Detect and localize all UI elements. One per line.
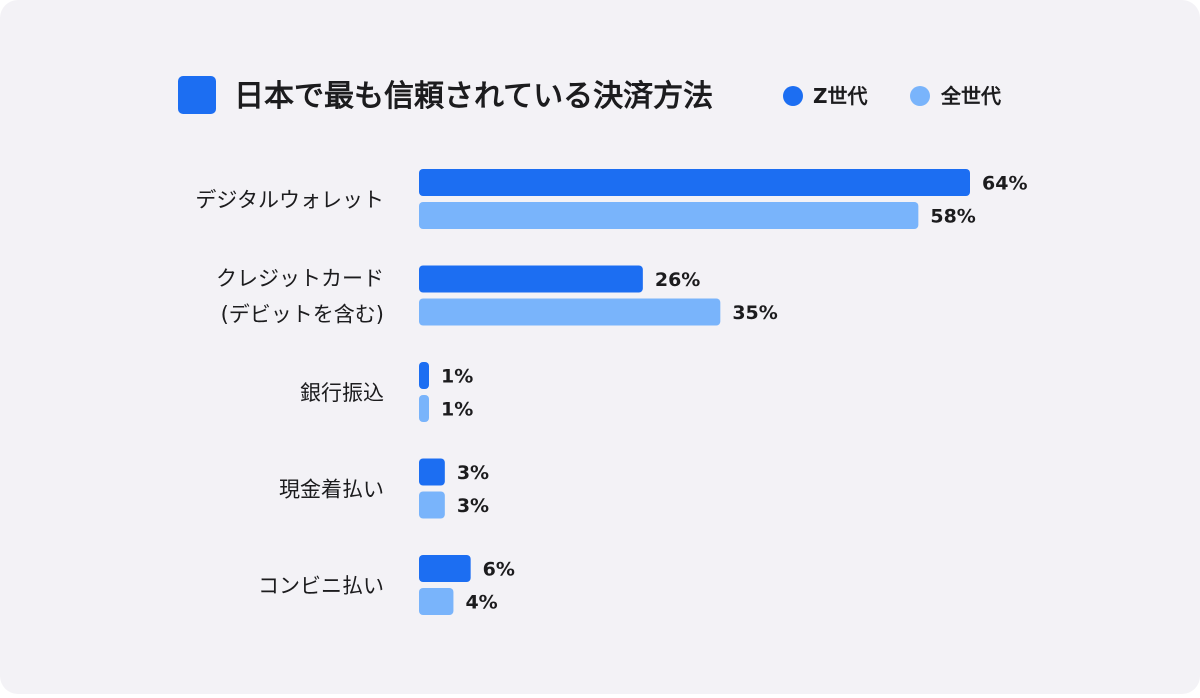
plot-area: デジタルウォレット 64% 58% クレジットカード (デビットを含む) 26% 35% 銀行… [195, 169, 1027, 615]
data-label: 35% [732, 302, 777, 324]
legend-marker-all-generations [910, 86, 930, 106]
data-label: 58% [930, 206, 975, 228]
data-label: 6% [483, 559, 515, 581]
legend-marker-z-generation [783, 86, 803, 106]
data-label: 3% [457, 495, 489, 517]
category-label: クレジットカード [216, 267, 384, 291]
data-label: 3% [457, 462, 489, 484]
bar-z-generation [419, 362, 429, 389]
category-label: 現金着払い [279, 478, 384, 502]
data-label: 1% [441, 366, 473, 388]
legend-label-z-generation: Z世代 [813, 84, 868, 108]
bar-z-generation [419, 555, 471, 582]
legend: Z世代 全世代 [783, 84, 1001, 108]
data-label: 64% [982, 173, 1027, 195]
category-label: デジタルウォレット [195, 188, 384, 212]
bar-z-generation [419, 458, 445, 486]
data-label: 1% [441, 399, 473, 421]
category-label: コンビニ払い [258, 574, 384, 598]
data-label: 26% [655, 269, 700, 291]
category-label: 銀行振込 [300, 381, 384, 405]
bar-all-generations [419, 588, 454, 615]
bar-all-generations [419, 202, 919, 229]
bar-z-generation [419, 265, 643, 293]
category-label: (デビットを含む) [221, 303, 384, 327]
data-label: 4% [465, 592, 497, 614]
bar-all-generations [419, 298, 721, 326]
bar-all-generations [419, 395, 429, 422]
title-marker [178, 76, 216, 114]
bar-z-generation [419, 169, 970, 196]
legend-label-all-generations: 全世代 [940, 84, 1001, 108]
bar-all-generations [419, 491, 445, 519]
chart-title: 日本で最も信頼されている決済方法 [234, 79, 713, 114]
